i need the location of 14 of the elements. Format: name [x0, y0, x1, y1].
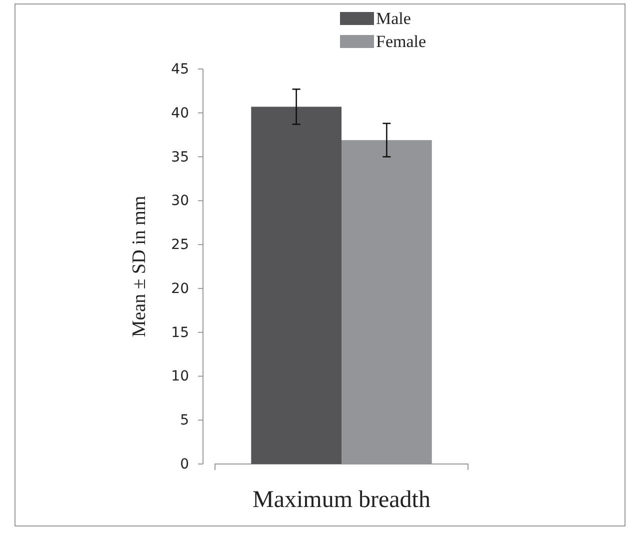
legend-label: Female: [376, 32, 426, 51]
y-tick-label: 15: [171, 324, 189, 341]
y-tick-label: 20: [171, 280, 189, 297]
y-tick-label: 40: [171, 105, 189, 122]
y-tick-label: 5: [180, 412, 189, 429]
y-tick-label: 30: [171, 193, 189, 210]
legend-label: Male: [376, 9, 411, 28]
y-tick-label: 25: [171, 237, 189, 254]
y-tick-label: 45: [171, 61, 189, 78]
y-axis-title: Mean ± SD in mm: [129, 196, 150, 338]
y-tick-label: 35: [171, 149, 189, 166]
y-tick-label: 0: [180, 456, 189, 472]
x-tick-label: Maximum breadth: [252, 487, 430, 513]
y-tick-label: 10: [171, 368, 189, 385]
